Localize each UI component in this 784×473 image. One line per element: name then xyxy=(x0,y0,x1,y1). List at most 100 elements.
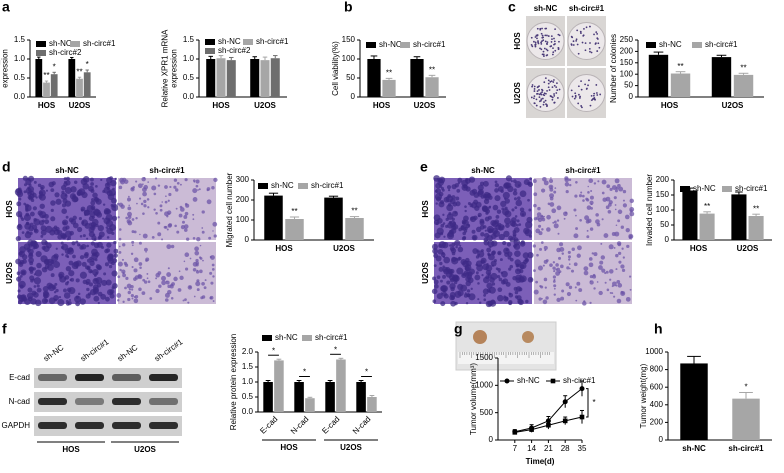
colony xyxy=(589,42,591,44)
photo-texture xyxy=(487,274,492,279)
photo-texture xyxy=(75,295,79,299)
photo-texture xyxy=(464,209,467,213)
photo-texture xyxy=(463,215,469,222)
photo-texture xyxy=(513,197,518,201)
legend-label: sh-NC xyxy=(218,37,241,46)
colony xyxy=(580,80,582,83)
photo-texture xyxy=(549,193,555,199)
photo-texture xyxy=(58,271,65,278)
photo-texture xyxy=(514,180,522,188)
colony xyxy=(593,98,596,101)
photo-texture xyxy=(489,246,492,249)
x-tick-label: HOS xyxy=(373,101,391,110)
colony xyxy=(546,34,548,37)
photo-texture xyxy=(440,223,445,228)
photo-texture xyxy=(460,224,467,231)
group-label: HOS xyxy=(62,445,80,454)
band xyxy=(112,374,141,381)
photo-texture xyxy=(29,222,34,227)
photo-texture xyxy=(151,235,155,239)
band xyxy=(75,374,104,381)
colony xyxy=(590,99,593,101)
photo-texture xyxy=(629,275,632,278)
photo-texture xyxy=(201,230,205,234)
photo-texture xyxy=(131,244,134,247)
legend-label: sh-NC xyxy=(271,181,294,190)
photo-texture xyxy=(134,295,139,299)
photo-texture xyxy=(135,180,138,183)
photo-texture xyxy=(101,245,104,249)
photo-texture xyxy=(127,290,131,295)
photo-texture xyxy=(195,263,199,267)
colony xyxy=(556,82,558,85)
photo-texture xyxy=(75,278,80,283)
bar xyxy=(270,58,280,97)
photo-texture xyxy=(446,204,454,212)
photo-texture xyxy=(127,297,131,302)
photo-texture xyxy=(146,272,149,275)
colony xyxy=(595,84,598,86)
photo-texture xyxy=(153,208,156,211)
photo-texture xyxy=(527,251,534,259)
photo-texture xyxy=(443,235,446,238)
photo-texture xyxy=(147,181,150,183)
y-tick-label: 50 xyxy=(660,220,669,229)
x-tick-label: 14 xyxy=(527,444,536,453)
photo-texture xyxy=(140,202,144,206)
photo-texture xyxy=(65,215,69,219)
legend-swatch xyxy=(205,48,215,54)
photo-texture xyxy=(131,240,135,244)
photo-texture xyxy=(111,204,119,212)
photo-texture xyxy=(155,288,160,294)
photo-texture xyxy=(102,217,105,220)
colony xyxy=(587,84,589,87)
photo-texture xyxy=(586,235,590,239)
photo-texture xyxy=(64,275,70,280)
photo-texture xyxy=(560,296,565,301)
photo-texture xyxy=(457,182,460,185)
photo-texture xyxy=(19,274,23,278)
photo-texture xyxy=(622,189,627,194)
photo-texture xyxy=(589,195,594,200)
photo-texture xyxy=(574,194,578,198)
photo-texture xyxy=(137,183,143,189)
photo-texture xyxy=(504,252,509,257)
photo-texture xyxy=(618,260,622,264)
colony xyxy=(596,33,599,35)
photo-texture xyxy=(164,298,169,302)
photo-texture xyxy=(63,292,71,299)
photo-texture xyxy=(575,180,578,184)
photo-texture xyxy=(482,288,489,295)
photo-texture xyxy=(490,272,498,280)
photo-texture xyxy=(15,210,23,218)
photo-texture xyxy=(192,197,198,202)
bar xyxy=(731,194,747,240)
photo-texture xyxy=(193,295,196,298)
significance-label: ** xyxy=(429,65,435,74)
photo-texture xyxy=(522,252,530,259)
photo-texture xyxy=(106,242,112,248)
photo-texture xyxy=(163,225,167,229)
photo-texture xyxy=(451,256,457,262)
photo-texture xyxy=(552,266,556,270)
bar xyxy=(305,398,315,412)
photo-texture xyxy=(467,201,471,206)
photo-texture xyxy=(447,188,451,192)
photo-texture xyxy=(465,280,471,287)
photo-texture xyxy=(451,184,457,190)
photo-texture xyxy=(126,283,132,289)
photo-texture xyxy=(164,185,168,189)
photo-texture xyxy=(29,270,34,274)
colony xyxy=(544,34,547,37)
photo-texture xyxy=(595,213,599,217)
photo-texture xyxy=(201,281,205,286)
photo-texture xyxy=(438,241,446,249)
photo-texture xyxy=(38,191,43,196)
y-tick-label: 0 xyxy=(489,435,494,444)
colony xyxy=(582,34,585,37)
photo-texture xyxy=(95,271,98,275)
photo-texture xyxy=(108,264,113,269)
x-tick-label: E-cad xyxy=(258,415,279,436)
photo-texture xyxy=(609,278,612,281)
colony xyxy=(551,96,554,99)
